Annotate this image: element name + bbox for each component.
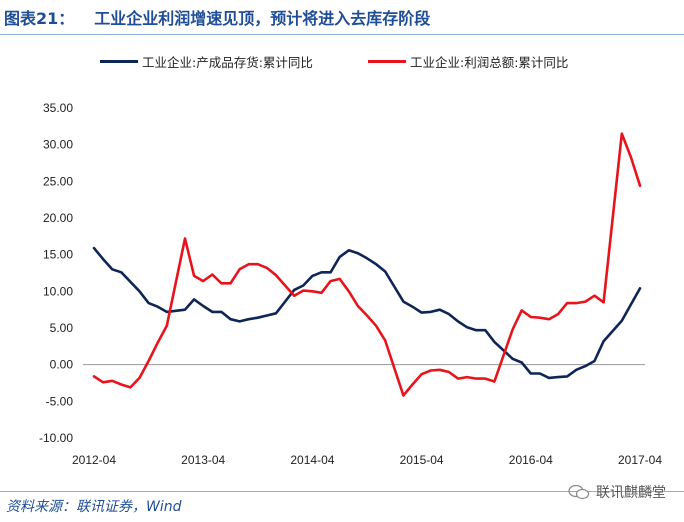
legend-swatch-profit bbox=[368, 60, 406, 63]
wechat-icon bbox=[568, 484, 590, 500]
title-rule bbox=[0, 34, 684, 35]
y-tick-label: 10.00 bbox=[43, 284, 73, 298]
watermark: 联讯麒麟堂 bbox=[568, 482, 666, 502]
x-tick-label: 2015-04 bbox=[400, 453, 444, 467]
figure-title-text: 工业企业利润增速见顶，预计将进入去库存阶段 bbox=[94, 9, 431, 28]
figure-label: 图表21： bbox=[4, 9, 75, 28]
y-tick-label: 35.00 bbox=[43, 101, 73, 115]
y-tick-label: 30.00 bbox=[43, 138, 73, 152]
x-tick-label: 2016-04 bbox=[509, 453, 553, 467]
x-tick-label: 2017-04 bbox=[618, 453, 662, 467]
legend: 工业企业:产成品存货:累计同比 工业企业:利润总额:累计同比 bbox=[0, 52, 684, 72]
y-tick-label: 0.00 bbox=[50, 358, 74, 372]
watermark-text: 联讯麒麟堂 bbox=[596, 485, 666, 501]
figure-title: 图表21： 工业企业利润增速见顶，预计将进入去库存阶段 bbox=[4, 5, 430, 29]
x-tick-label: 2014-04 bbox=[290, 453, 334, 467]
line-chart: 35.00 30.00 25.00 20.00 15.00 10.00 5.00 0.00 -5… bbox=[39, 101, 662, 467]
y-tick-label: 20.00 bbox=[43, 211, 73, 225]
y-tick-label: 15.00 bbox=[43, 248, 73, 262]
x-tick-label: 2012-04 bbox=[72, 453, 116, 467]
y-tick-label: -10.00 bbox=[39, 431, 73, 445]
legend-swatch-inventory bbox=[100, 60, 138, 63]
source-note: 资料来源：联讯证券，Wind bbox=[6, 499, 182, 515]
series-line-profit bbox=[92, 132, 642, 397]
source-rule bbox=[0, 491, 684, 492]
legend-label-profit: 工业企业:利润总额:累计同比 bbox=[410, 55, 569, 70]
y-tick-label: 5.00 bbox=[50, 321, 74, 335]
x-tick-label: 2013-04 bbox=[181, 453, 225, 467]
series-line-inventory bbox=[92, 246, 642, 380]
y-tick-label: 25.00 bbox=[43, 174, 73, 188]
legend-item-profit: 工业企业:利润总额:累计同比 bbox=[368, 52, 568, 71]
legend-label-inventory: 工业企业:产成品存货:累计同比 bbox=[142, 55, 313, 70]
legend-item-inventory: 工业企业:产成品存货:累计同比 bbox=[100, 52, 313, 71]
y-tick-label: -5.00 bbox=[46, 394, 74, 408]
